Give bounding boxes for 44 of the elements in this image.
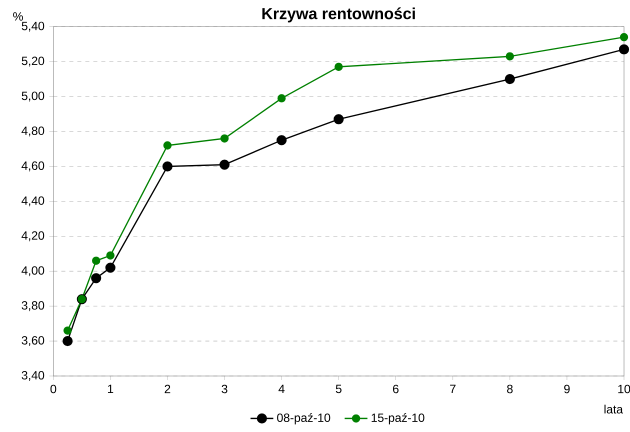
x-tick-label: 9 [564,384,570,394]
y-tick-label: 4,00 [22,266,44,276]
x-axis-title: lata [604,404,624,414]
y-tick-label: 4,20 [22,231,44,242]
y-tick-label: 3,40 [22,371,44,381]
legend-label: 08-paź-10 [277,413,330,424]
x-tick-label: 5 [336,384,342,394]
x-tick-label: 1 [108,384,114,393]
x-tick-label: 7 [450,384,456,393]
point [277,94,286,102]
y-tick-label: 5,00 [22,92,44,102]
point [334,114,344,124]
y-tick-label: 4,60 [22,161,44,172]
point [91,273,102,284]
point [506,52,514,60]
y-tick-label: 3,60 [22,336,44,346]
x-tick-label: 3 [222,384,228,394]
y-tick-label: 5,20 [22,56,44,67]
x-tick-label: 6 [393,384,399,394]
chart-title: Krzywa rentowności [262,7,415,22]
point [92,256,100,265]
point [105,262,116,273]
y-tick-label: 5,40 [22,22,44,32]
point [219,160,230,170]
point [504,74,515,84]
legend-label: 15-paź-10 [372,413,424,424]
y-tick-label: 4,40 [22,196,44,206]
x-tick-label: 0 [50,384,56,394]
point [220,134,229,143]
point [63,326,72,335]
point [276,135,287,146]
x-tick-label: 10 [618,384,630,394]
point [163,141,172,150]
point [62,336,73,346]
point [334,62,343,71]
point [162,161,173,172]
x-tick-label: 4 [278,384,285,393]
y-axis-title: % [13,12,23,21]
y-tick-label: 3,80 [22,301,44,312]
point [620,33,628,42]
point [106,251,115,260]
x-tick-label: 2 [164,384,170,394]
x-tick-label: 8 [507,384,513,394]
y-tick-label: 4,80 [22,126,44,136]
